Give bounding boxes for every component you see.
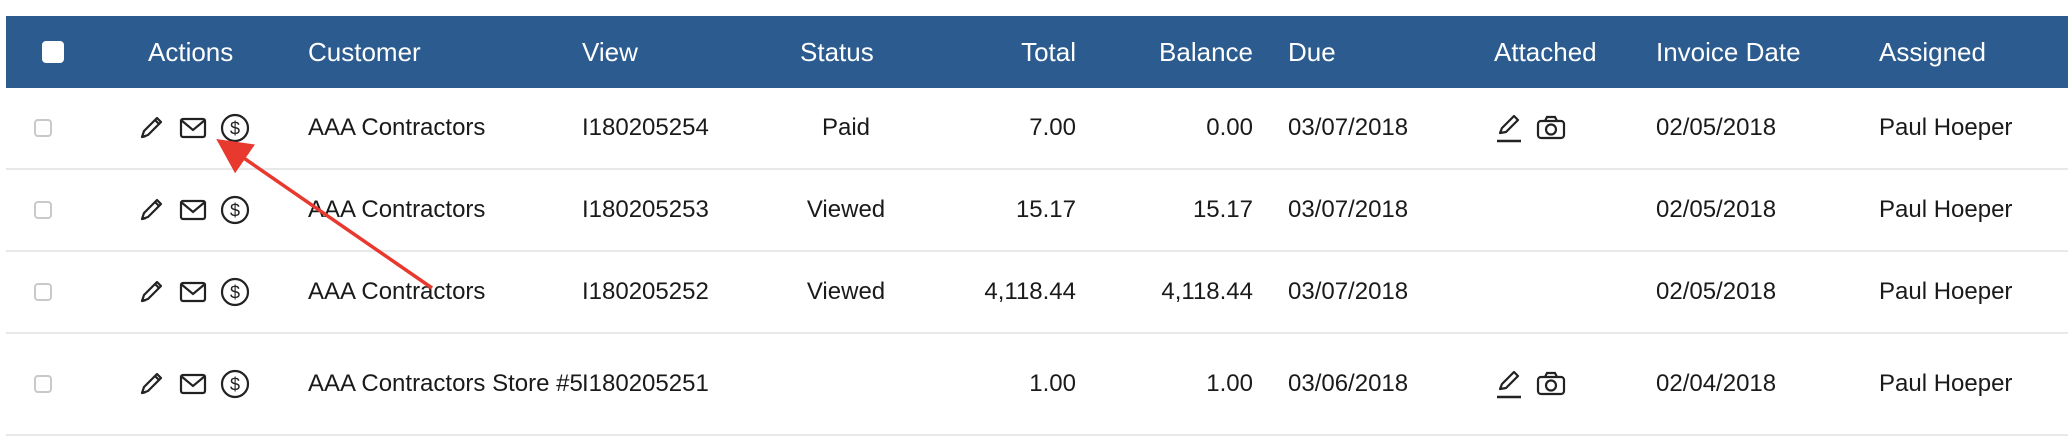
pencil-icon[interactable] [134, 275, 168, 309]
attachment-edit-icon[interactable] [1492, 111, 1526, 145]
invoice-date: 02/05/2018 [1656, 114, 1777, 141]
due-date: 03/07/2018 [1288, 114, 1409, 141]
table-row[interactable]: $ AAA Contractors I180205254 Paid 7.00 0… [6, 88, 2068, 170]
customer-link[interactable]: AAA Contractors [308, 278, 486, 305]
status-label [766, 334, 926, 434]
header-attached[interactable]: Attached [1494, 37, 1597, 67]
customer-link[interactable]: AAA Contractors Store #5 [308, 370, 583, 397]
balance-value: 1.00 [1206, 370, 1253, 397]
invoice-link[interactable]: I180205254 [582, 114, 709, 141]
envelope-icon[interactable] [176, 111, 210, 145]
svg-text:$: $ [230, 201, 240, 221]
row-actions: $ [134, 170, 252, 250]
attached-cell [1492, 88, 1568, 168]
table-body: $ AAA Contractors I180205254 Paid 7.00 0… [6, 88, 2068, 436]
pencil-icon[interactable] [134, 367, 168, 401]
total-value: 1.00 [1029, 370, 1076, 397]
svg-text:$: $ [230, 119, 240, 139]
header-status[interactable]: Status [800, 37, 874, 67]
table-row[interactable]: $ AAA Contractors Store #5 I180205251 1.… [6, 334, 2068, 436]
assigned-user: Paul Hoeper [1879, 114, 2013, 141]
customer-link[interactable]: AAA Contractors [308, 114, 486, 141]
invoice-date: 02/05/2018 [1656, 278, 1777, 305]
attached-cell [1492, 334, 1568, 434]
total-value: 15.17 [1015, 196, 1076, 223]
row-checkbox[interactable] [34, 170, 52, 250]
row-checkbox[interactable] [34, 252, 52, 332]
pencil-icon[interactable] [134, 111, 168, 145]
row-checkbox[interactable] [34, 334, 52, 434]
pencil-icon[interactable] [134, 193, 168, 227]
dollar-circle-icon[interactable]: $ [218, 193, 252, 227]
balance-value: 0.00 [1206, 114, 1253, 141]
balance-value: 15.17 [1192, 196, 1253, 223]
assigned-user: Paul Hoeper [1879, 278, 2013, 305]
row-actions: $ [134, 88, 252, 168]
dollar-circle-icon[interactable]: $ [218, 275, 252, 309]
status-label: Paid [821, 114, 871, 141]
row-actions: $ [134, 252, 252, 332]
header-due[interactable]: Due [1288, 37, 1336, 67]
envelope-icon[interactable] [176, 275, 210, 309]
assigned-user: Paul Hoeper [1879, 370, 2013, 397]
customer-link[interactable]: AAA Contractors [308, 196, 486, 223]
status-label: Viewed [806, 196, 886, 223]
header-view[interactable]: View [582, 37, 638, 67]
row-actions: $ [134, 334, 252, 434]
assigned-user: Paul Hoeper [1879, 196, 2013, 223]
camera-icon[interactable] [1534, 367, 1568, 401]
table-row[interactable]: $ AAA Contractors I180205253 Viewed 15.1… [6, 170, 2068, 252]
header-balance[interactable]: Balance [1159, 37, 1253, 67]
header-assigned[interactable]: Assigned [1879, 37, 1986, 67]
header-actions: Actions [148, 37, 234, 67]
envelope-icon[interactable] [176, 367, 210, 401]
balance-value: 4,118.44 [1161, 278, 1253, 305]
envelope-icon[interactable] [176, 193, 210, 227]
svg-text:$: $ [230, 283, 240, 303]
invoice-link[interactable]: I180205253 [582, 196, 709, 223]
invoice-link[interactable]: I180205252 [582, 278, 709, 305]
dollar-circle-icon[interactable]: $ [218, 367, 252, 401]
invoice-date: 02/05/2018 [1656, 196, 1777, 223]
invoice-date: 02/04/2018 [1656, 370, 1777, 397]
header-invoice-date[interactable]: Invoice Date [1656, 37, 1801, 67]
total-value: 4,118.44 [984, 278, 1076, 305]
header-customer[interactable]: Customer [308, 37, 421, 67]
status-label: Viewed [806, 278, 886, 305]
svg-text:$: $ [230, 375, 240, 395]
due-date: 03/07/2018 [1288, 278, 1409, 305]
invoice-link[interactable]: I180205251 [582, 370, 709, 397]
camera-icon[interactable] [1534, 111, 1568, 145]
due-date: 03/06/2018 [1288, 370, 1409, 397]
select-all-checkbox[interactable] [42, 41, 64, 63]
header-total[interactable]: Total [1021, 37, 1076, 67]
table-header: Actions Customer View Status Total Balan… [6, 16, 2068, 88]
attachment-edit-icon[interactable] [1492, 367, 1526, 401]
total-value: 7.00 [1029, 114, 1076, 141]
dollar-circle-icon[interactable]: $ [218, 111, 252, 145]
invoice-table: Actions Customer View Status Total Balan… [6, 16, 2068, 436]
table-row[interactable]: $ AAA Contractors I180205252 Viewed 4,11… [6, 252, 2068, 334]
row-checkbox[interactable] [34, 88, 52, 168]
due-date: 03/07/2018 [1288, 196, 1409, 223]
